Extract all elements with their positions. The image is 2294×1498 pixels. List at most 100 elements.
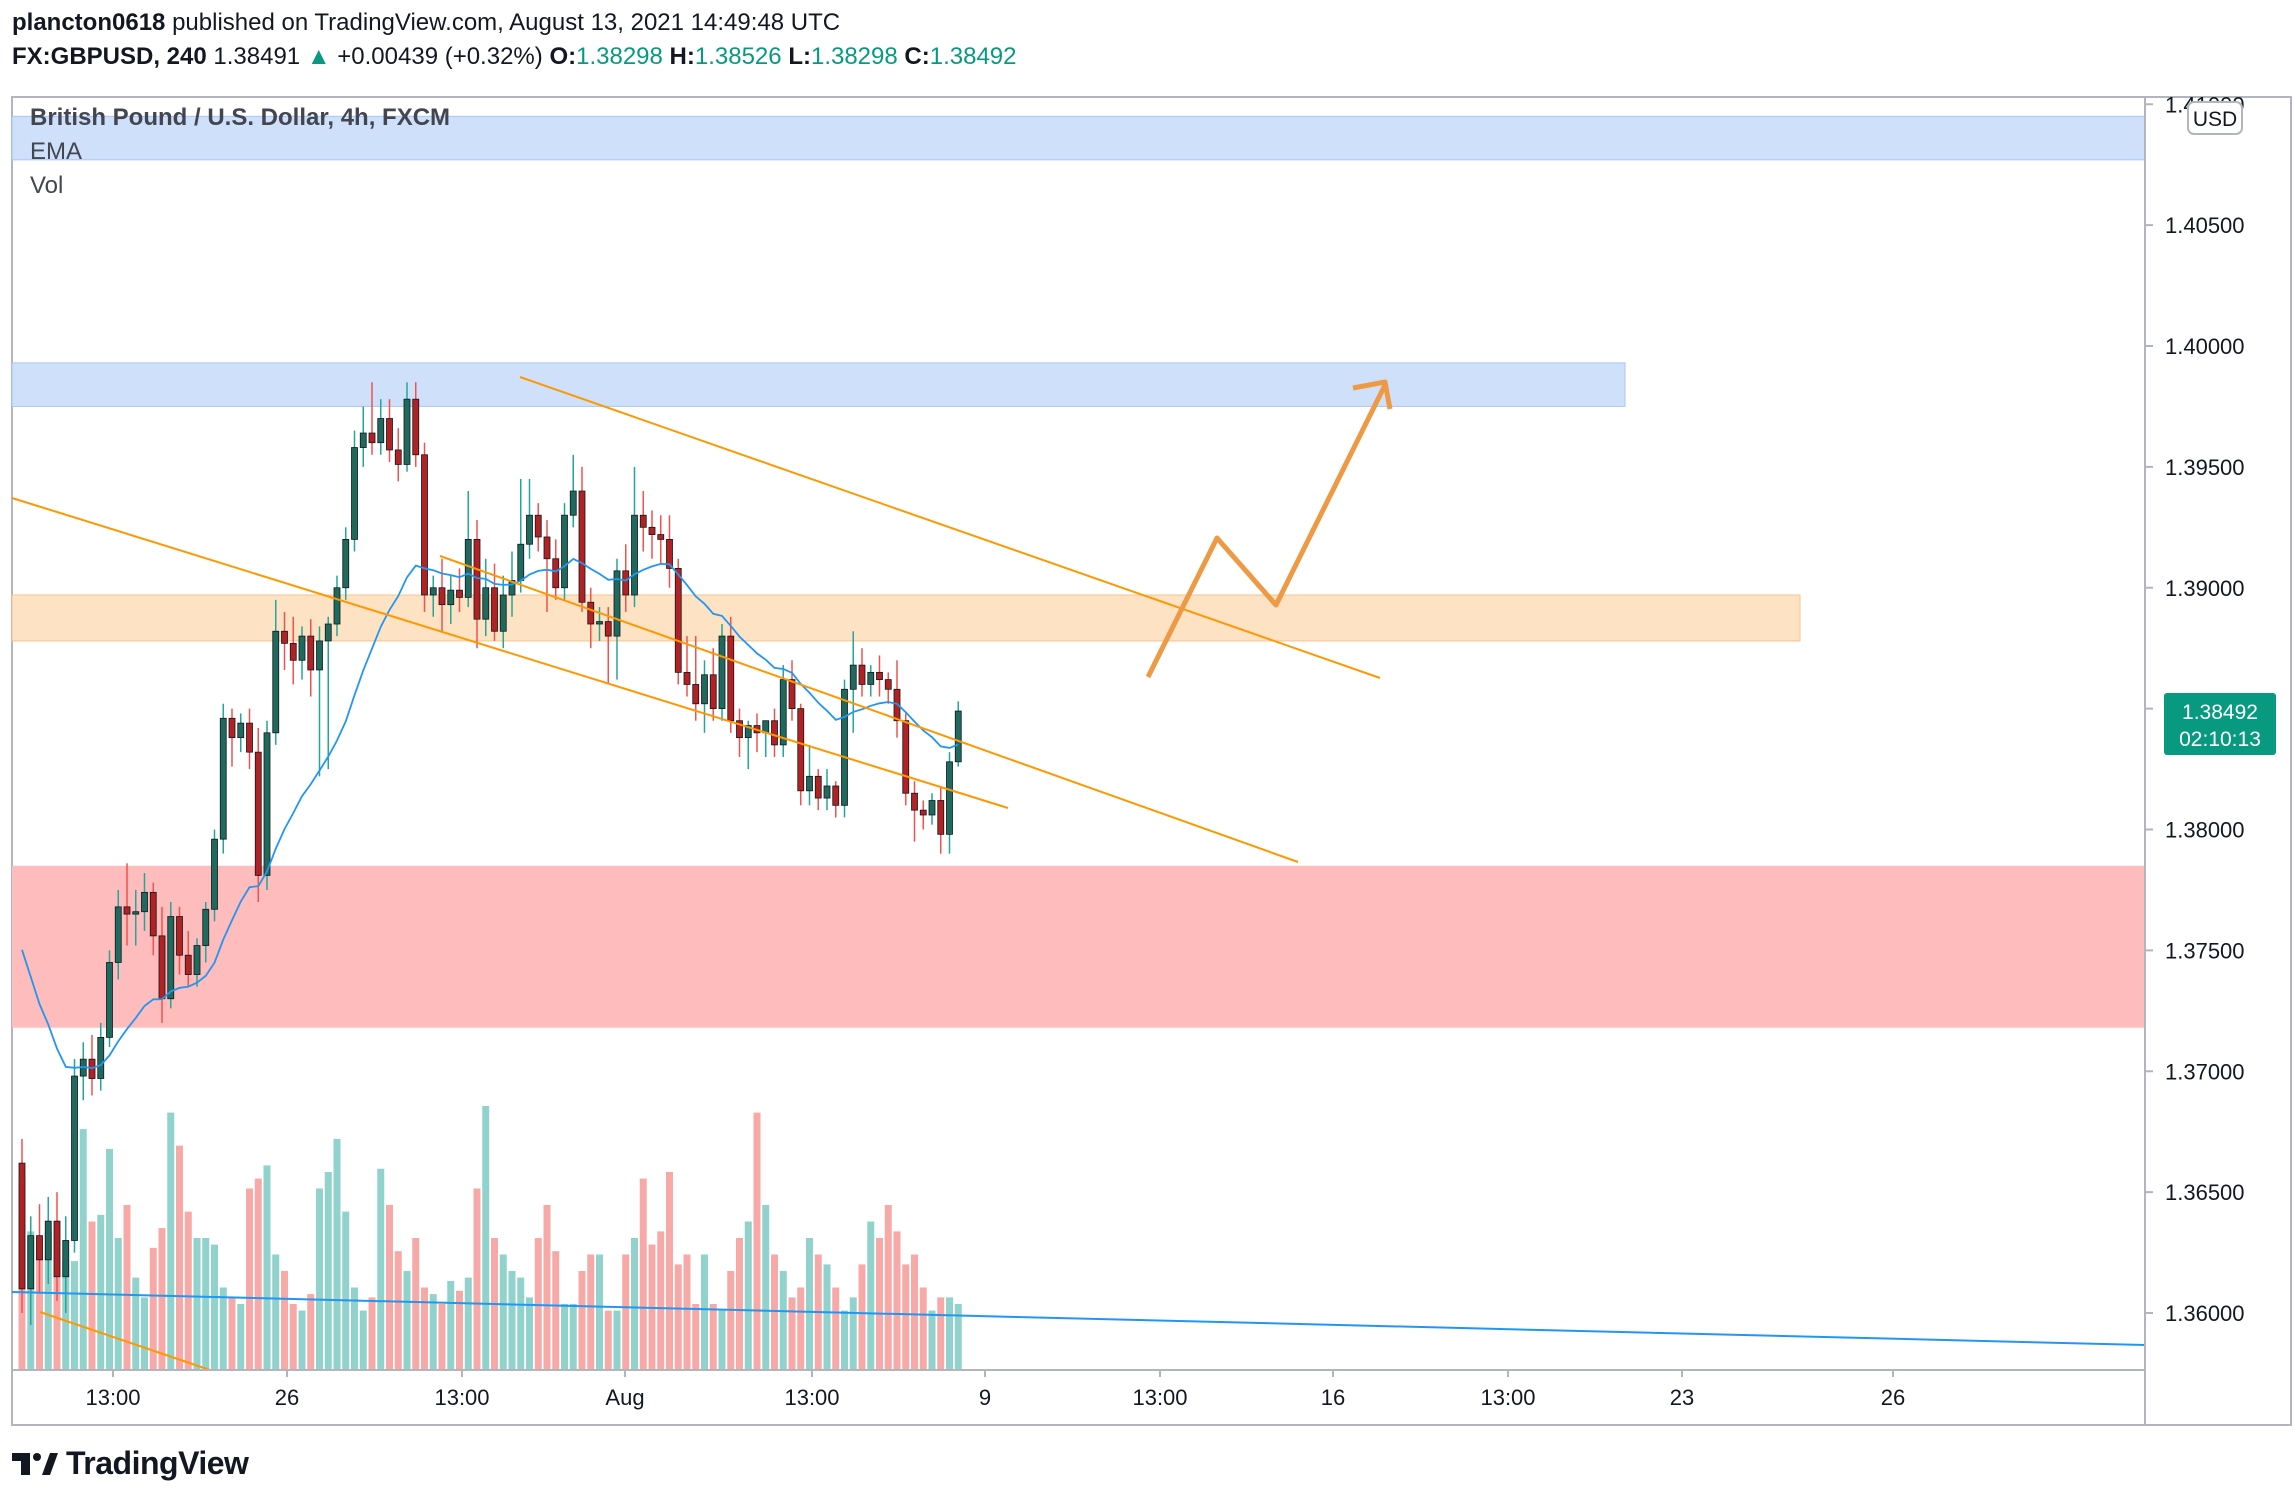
time-tick-label: 13:00 — [784, 1385, 839, 1410]
volume-bar — [604, 1310, 612, 1370]
candle-body — [403, 398, 411, 465]
tradingview-logo[interactable]: TradingView — [12, 1445, 249, 1482]
volume-bar — [744, 1221, 752, 1370]
volume-bar — [622, 1254, 630, 1370]
candle-body — [228, 717, 236, 739]
arrowhead-icon — [1352, 379, 1393, 410]
upper-supply-zone[interactable] — [11, 115, 2146, 161]
volume-bar — [762, 1205, 770, 1370]
candle — [202, 902, 210, 963]
candle-body — [307, 635, 315, 671]
candle — [928, 793, 936, 825]
candle — [587, 587, 595, 649]
candle-body — [246, 722, 253, 753]
long-trendline[interactable] — [11, 1291, 2146, 1346]
lower-trendline[interactable] — [11, 497, 1009, 809]
candle-body — [368, 432, 376, 444]
price-tick-label: 1.37500 — [2165, 938, 2245, 963]
volume-bar — [79, 1129, 87, 1370]
candle — [858, 648, 866, 697]
bar-countdown: 02:10:13 — [2179, 728, 2261, 751]
candle-body — [237, 722, 245, 739]
volume-bar — [263, 1165, 271, 1370]
publisher-name[interactable]: plancton0618 — [12, 9, 166, 36]
volume-bar — [97, 1214, 105, 1370]
currency-badge[interactable]: USD — [2187, 101, 2243, 135]
channel-lower-line[interactable] — [439, 555, 1299, 863]
chart-title[interactable]: British Pound / U.S. Dollar, 4h, FXCM — [30, 104, 451, 131]
vol-legend[interactable]: Vol — [30, 172, 64, 199]
candle-body — [569, 490, 577, 516]
channel-upper-line[interactable] — [519, 376, 1381, 679]
candle-body — [254, 751, 262, 876]
candle — [464, 491, 472, 608]
candle — [254, 727, 262, 903]
volume-bar — [298, 1310, 306, 1370]
candle-body — [884, 679, 892, 690]
candle — [316, 626, 323, 777]
demand-zone[interactable] — [12, 865, 2145, 1028]
volume-bar — [552, 1251, 560, 1370]
candle-body — [534, 514, 542, 538]
drawings[interactable] — [11, 376, 2146, 1371]
time-tick-label: 26 — [1881, 1385, 1905, 1410]
price-chart[interactable]: 1.410001.405001.400001.395001.390001.385… — [0, 0, 2294, 1440]
candle — [578, 466, 586, 612]
volume-bar — [683, 1254, 691, 1370]
price-tick-label: 1.38000 — [2165, 818, 2245, 843]
candle-body — [482, 587, 490, 620]
volume-bar — [386, 1205, 393, 1370]
volume-bar — [788, 1297, 796, 1370]
candle-body — [342, 539, 350, 589]
bottom-trendline[interactable] — [39, 1311, 211, 1371]
candle — [289, 616, 297, 685]
candle-body — [281, 630, 288, 644]
price-tick-label: 1.39000 — [2165, 576, 2245, 601]
volume-bar — [447, 1280, 455, 1370]
volume-bar — [657, 1231, 665, 1370]
candle-body — [316, 640, 323, 671]
pivot-zone[interactable] — [11, 594, 1801, 642]
price-tick-label: 1.39500 — [2165, 455, 2245, 480]
volume-bar — [106, 1148, 113, 1370]
candle — [561, 503, 568, 600]
candle — [18, 1138, 26, 1313]
volume-bar — [596, 1254, 603, 1370]
candle — [876, 655, 883, 697]
candle — [324, 616, 332, 770]
volume-bar — [797, 1287, 805, 1370]
projected-path-arrow[interactable] — [1145, 383, 1388, 679]
candle — [27, 1216, 35, 1326]
time-tick-label: Aug — [605, 1385, 644, 1410]
candle-body — [62, 1240, 70, 1278]
volume-bar — [858, 1264, 866, 1370]
candle-body — [106, 962, 113, 1038]
candle — [604, 607, 612, 685]
candle-body — [517, 543, 525, 581]
resistance-zone[interactable] — [11, 362, 1626, 407]
volume-bar — [307, 1294, 315, 1370]
price-tick-label: 1.37000 — [2165, 1059, 2245, 1084]
candles — [18, 382, 962, 1326]
volume-bar — [727, 1271, 735, 1370]
candle-body — [499, 594, 507, 632]
price-axis[interactable]: 1.410001.405001.400001.395001.390001.385… — [2144, 92, 2245, 1425]
time-axis[interactable]: 13:00 26 13:00 Aug 13:00 9 13:00 16 13:00 23 26 — [12, 1369, 2145, 1410]
volume-bar — [946, 1297, 953, 1370]
candle — [526, 478, 533, 559]
ema-legend[interactable]: EMA — [30, 138, 83, 165]
candle — [263, 720, 271, 890]
volume-bar — [71, 1261, 78, 1370]
candle — [412, 382, 420, 467]
candle-body — [359, 432, 367, 448]
candle-body — [954, 710, 962, 763]
volume-bar — [246, 1188, 253, 1370]
candle-body — [429, 587, 437, 596]
candle — [351, 430, 358, 552]
volume-bar — [289, 1304, 297, 1370]
volume-bar — [141, 1297, 148, 1370]
volume-bar — [377, 1168, 385, 1370]
open-label: O: — [549, 43, 577, 70]
candle-body — [814, 775, 822, 799]
candle — [281, 611, 288, 670]
